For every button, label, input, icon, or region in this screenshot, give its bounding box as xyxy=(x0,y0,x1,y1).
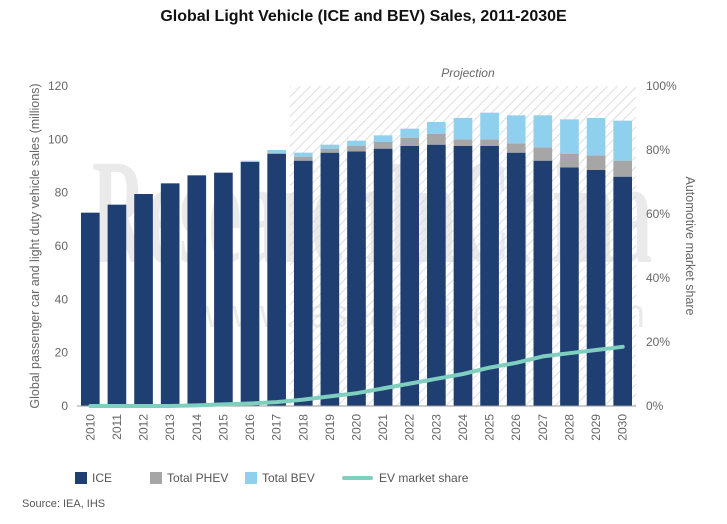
ev-market-share-line xyxy=(88,344,625,408)
ice-bar-2027 xyxy=(533,160,553,406)
phev-bar-2017 xyxy=(267,152,286,154)
phev-bar-2020 xyxy=(347,146,366,152)
bev-bar-2018 xyxy=(293,152,313,157)
ice-bar-2023 xyxy=(427,144,446,406)
ice-bar-2011 xyxy=(107,204,127,406)
ice-bar-2012 xyxy=(134,194,153,406)
ice-bar-2025 xyxy=(480,146,499,406)
x-tick-label: 2018 xyxy=(296,414,310,441)
y2-tick-label: 20% xyxy=(646,335,670,349)
bev-bar-2030 xyxy=(613,120,633,161)
y-tick-label: 0 xyxy=(61,399,68,413)
y-tick-label: 120 xyxy=(48,79,68,93)
ice-bar-2013 xyxy=(160,183,180,406)
x-tick-label: 2027 xyxy=(536,414,550,441)
legend-bev-label: Total BEV xyxy=(262,471,315,485)
x-tick-label: 2010 xyxy=(83,414,97,441)
x-tick-label: 2012 xyxy=(137,414,151,441)
bev-bar-2028 xyxy=(560,119,579,154)
bev-bar-2027 xyxy=(533,115,553,148)
x-tick-label: 2028 xyxy=(562,414,576,441)
x-tick-label: 2025 xyxy=(483,414,497,441)
y2-tick-label: 40% xyxy=(646,271,670,285)
ice-bar-2017 xyxy=(267,154,286,406)
bev-bar-2019 xyxy=(320,144,340,149)
x-tick-label: 2019 xyxy=(323,414,337,441)
y-tick-label: 60 xyxy=(55,239,69,253)
x-tick-label: 2015 xyxy=(216,414,230,441)
ice-bar-2016 xyxy=(240,162,260,406)
bev-bar-2016 xyxy=(240,160,260,162)
phev-bar-2018 xyxy=(293,156,313,161)
x-tick-label: 2014 xyxy=(190,414,204,441)
y-tick-label: 80 xyxy=(55,186,69,200)
source-note: Source: IEA, IHS xyxy=(22,498,106,510)
phev-bar-2019 xyxy=(320,148,340,153)
legend-ice-label: ICE xyxy=(92,471,112,485)
phev-bar-2028 xyxy=(560,154,579,168)
legend-ev-share-label: EV market share xyxy=(379,471,469,485)
phev-bar-2024 xyxy=(453,139,473,146)
y-tick-label: 20 xyxy=(55,346,69,360)
x-tick-label: 2011 xyxy=(110,414,124,440)
phev-bar-2026 xyxy=(506,143,526,153)
phev-bar-2025 xyxy=(480,139,499,146)
y2-tick-label: 80% xyxy=(646,143,670,157)
ice-bar-2015 xyxy=(214,172,233,406)
bev-bar-2024 xyxy=(453,118,473,140)
y2-axis-label: Automotive market share xyxy=(683,177,697,316)
x-tick-label: 2030 xyxy=(616,414,630,441)
ice-bar-2019 xyxy=(320,152,340,406)
x-tick-label: 2013 xyxy=(163,414,177,441)
ice-bar-2010 xyxy=(80,212,100,406)
x-tick-label: 2029 xyxy=(589,414,603,441)
y-tick-label: 40 xyxy=(55,292,69,306)
phev-bar-2027 xyxy=(533,147,553,161)
watermark-main: ResearchInChina xyxy=(92,129,652,295)
y2-tick-label: 60% xyxy=(646,207,670,221)
legend-phev-swatch xyxy=(150,472,162,484)
chart-title: Global Light Vehicle (ICE and BEV) Sales… xyxy=(160,8,567,25)
legend-ice-swatch xyxy=(75,472,87,484)
x-tick-label: 2021 xyxy=(376,414,390,441)
bev-bar-2020 xyxy=(347,140,366,146)
y-axis-label: Global passenger car and light duty vehi… xyxy=(28,83,42,408)
x-tick-label: 2026 xyxy=(509,414,523,441)
ice-bar-2020 xyxy=(347,151,366,406)
x-tick-label: 2022 xyxy=(403,414,417,441)
bev-bar-2029 xyxy=(586,118,606,156)
phev-bar-2030 xyxy=(613,160,633,177)
x-tick-label: 2023 xyxy=(429,414,443,441)
ice-bar-2029 xyxy=(586,170,606,406)
ice-bar-2026 xyxy=(506,152,526,406)
ice-bar-2018 xyxy=(293,160,313,406)
ice-bar-2021 xyxy=(373,148,393,406)
legend-phev-label: Total PHEV xyxy=(167,471,228,485)
bev-bar-2022 xyxy=(400,128,420,138)
y-tick-label: 100 xyxy=(48,132,68,146)
ice-bar-2014 xyxy=(187,175,207,406)
bev-bar-2026 xyxy=(506,115,526,144)
ice-bar-2028 xyxy=(560,167,579,406)
ice-bar-2022 xyxy=(400,146,420,406)
y2-tick-label: 100% xyxy=(646,79,677,93)
phev-bar-2021 xyxy=(373,142,393,149)
bev-bar-2021 xyxy=(373,135,393,142)
bev-bar-2025 xyxy=(480,112,499,140)
phev-bar-2029 xyxy=(586,155,606,170)
x-tick-label: 2017 xyxy=(270,414,284,441)
bev-bar-2017 xyxy=(267,150,286,153)
phev-bar-2022 xyxy=(400,138,420,146)
ice-bar-2024 xyxy=(453,146,473,406)
x-tick-label: 2024 xyxy=(456,414,470,441)
y2-tick-label: 0% xyxy=(646,399,664,413)
x-tick-label: 2016 xyxy=(243,414,257,441)
ice-bar-2030 xyxy=(613,176,633,406)
phev-bar-2023 xyxy=(427,134,446,145)
bev-bar-2023 xyxy=(427,122,446,134)
legend-bev-swatch xyxy=(245,472,257,484)
projection-label: Projection xyxy=(441,66,495,80)
x-tick-label: 2020 xyxy=(350,414,364,441)
